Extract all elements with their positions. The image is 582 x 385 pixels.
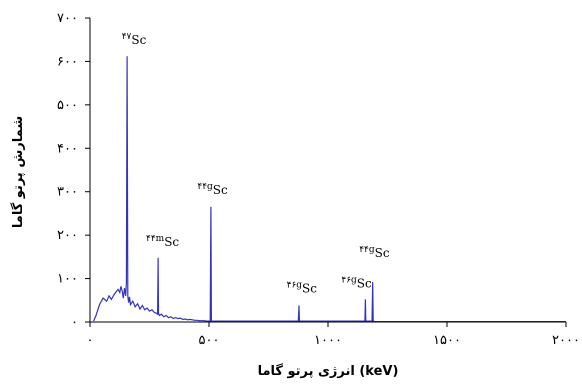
peak-annotation: ۴۶gSc (287, 280, 318, 295)
x-axis-title: انرژی پرتو گاما (keV) (258, 363, 399, 379)
y-tick-label: ۵۰۰ (57, 98, 78, 113)
x-tick-label: ۰ (87, 333, 94, 348)
axes (89, 18, 566, 323)
y-tick-label: ۳۰۰ (57, 185, 78, 200)
x-tick-label: ۱۰۰۰ (314, 333, 342, 348)
y-tick-label: ۰ (71, 315, 78, 330)
y-tick-label: ۴۰۰ (57, 141, 78, 156)
x-tick-label: ۲۰۰۰ (552, 333, 580, 348)
x-ticks: ۰ ۵۰۰ ۱۰۰۰ ۱۵۰۰ ۲۰۰۰ (87, 322, 580, 348)
x-tick-label: ۱۵۰۰ (433, 333, 461, 348)
y-tick-label: ۱۰۰ (57, 272, 78, 287)
peak-annotation: ۴۷Sc (122, 32, 147, 47)
y-ticks: ۰ ۱۰۰ ۲۰۰ ۳۰۰ ۴۰۰ ۵۰۰ ۶۰۰ ۷۰۰ (57, 11, 90, 330)
y-axis-title: شمارش پرتو گاما (10, 116, 26, 228)
peak-annotations: ۴۷Sc ۴۴mSc ۴۴gSc ۴۶gSc ۴۶gSc ۴۴gSc (122, 32, 390, 295)
peak-annotation: ۴۴mSc (146, 234, 179, 249)
y-tick-label: ۶۰۰ (57, 54, 78, 69)
spectrum-line (93, 56, 566, 323)
peak-annotation: ۴۴gSc (197, 182, 228, 197)
y-tick-label: ۷۰۰ (57, 11, 78, 26)
peak-annotation: ۴۴gSc (359, 245, 390, 260)
y-tick-label: ۲۰۰ (57, 228, 78, 243)
x-tick-label: ۵۰۰ (199, 333, 220, 348)
peak-annotation: ۴۶gSc (341, 275, 372, 290)
spectrum-series (93, 56, 566, 323)
